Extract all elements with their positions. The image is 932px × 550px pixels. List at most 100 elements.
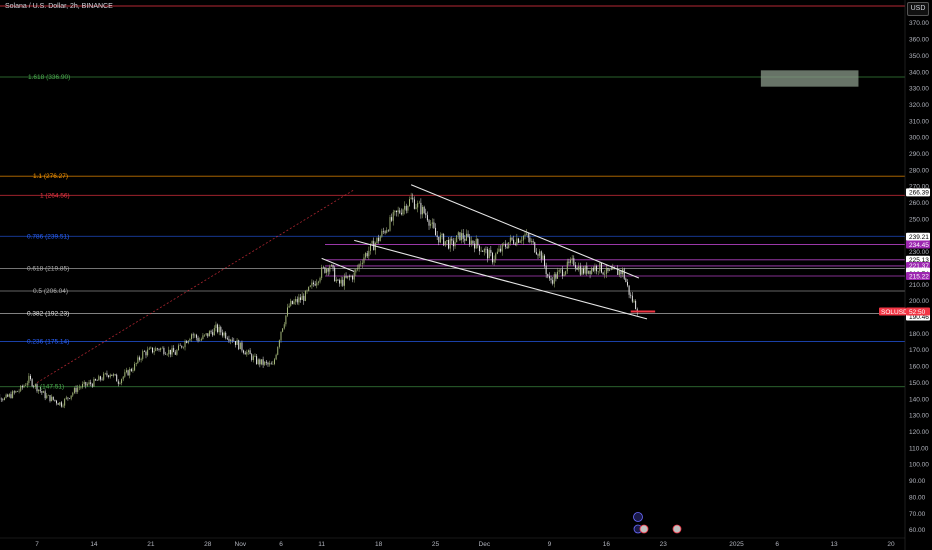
candle-body [626,282,628,286]
time-axis[interactable]: 7 14 21 28 Nov 6 11 18 25 Dec 9 16 23 2025 6 13 20 [0,537,905,548]
candle-body [112,374,114,376]
y-tick-label: 360.00 [909,37,929,44]
y-tick-label: 80.00 [909,494,926,501]
candle-body [477,238,479,246]
y-tick-label: 230.00 [909,249,929,256]
candle-body [269,363,271,365]
candle-body [397,210,399,213]
candle-body [267,362,269,365]
candle-body [343,276,345,286]
price-badge [906,255,930,264]
candle-body [291,300,293,304]
candle-body [597,271,599,272]
candle-body [511,237,513,240]
candle-body [236,340,238,345]
candle-body [555,274,557,279]
candle-body [130,368,132,371]
candle-body [544,255,546,266]
candle-body [239,342,241,350]
candle-body [574,265,576,268]
candle-body [548,276,550,279]
channel-trendline [321,257,355,272]
candle-body [609,269,611,271]
candle-body [565,271,567,275]
candle-body [327,268,329,272]
candle-body [430,223,432,226]
candle-body [257,359,259,364]
price-badge-text: 225.13 [909,257,929,264]
candle-body [225,332,227,339]
y-tick-label: 70.00 [909,511,926,518]
candle-body [273,359,275,365]
candle-body [531,241,533,242]
y-tick-label: 140.00 [909,396,929,403]
candle-body [199,340,201,341]
candle-body [368,250,370,257]
candle-body [317,281,319,283]
candle-body [425,213,427,216]
candle-body [135,363,137,365]
candle-body [241,342,243,351]
candle-body [95,379,97,381]
candle-body [409,199,411,206]
x-tick-label: 11 [318,541,325,548]
candle-body [352,275,354,280]
candle-body [215,324,217,329]
candle-body [604,274,606,275]
candle-body [62,405,64,407]
candle-body [233,340,235,342]
candle-body [121,379,123,384]
candle-body [542,255,544,260]
candle-body [571,258,573,260]
dashed-trendline [36,189,355,383]
candle-body [457,232,459,236]
candle-body [12,391,14,399]
candle-body [272,364,274,365]
candle-body [223,332,225,336]
candle-body [99,376,101,380]
price-badge-text: 221.37 [909,263,929,270]
candle-body [347,275,349,278]
event-icons[interactable] [633,512,682,534]
price-badge-text: 190.46 [909,314,929,321]
candle-body [537,254,539,256]
x-tick-label: 23 [660,541,668,548]
candle-body [459,232,461,241]
candle-body [470,240,472,245]
candle-body [514,243,516,246]
candle-body [23,385,25,388]
candle-body [38,389,40,392]
candle-body [524,234,526,236]
candle-body [340,279,342,284]
us-flag-icon [639,524,649,534]
candle-body [316,282,318,286]
x-tick-label: 2025 [729,541,744,548]
candle-body [623,269,625,279]
candle-body [324,267,326,273]
candle-body [487,248,489,259]
candle-body [498,248,500,252]
candle-body [88,382,90,385]
candle-body [246,352,248,355]
candle-body [31,379,33,387]
candle-body [635,300,637,310]
candle-body [561,269,563,276]
candle-body [415,207,417,209]
candle-body [552,280,554,284]
candle-body [119,383,121,384]
x-tick-label: 16 [603,541,611,548]
candle-body [337,279,339,281]
currency-button[interactable]: USD [907,2,929,16]
y-tick-label: 110.00 [909,445,929,452]
candle-body [586,266,588,274]
candle-body [335,279,337,282]
price-badge [906,188,930,197]
candle-body [474,243,476,249]
candle-body [7,394,9,397]
candle-body [404,205,406,210]
candle-body [553,274,555,284]
fib-label: (147.51) [40,384,64,391]
candle-body [517,238,519,243]
y-tick-label: 60.00 [909,527,926,534]
